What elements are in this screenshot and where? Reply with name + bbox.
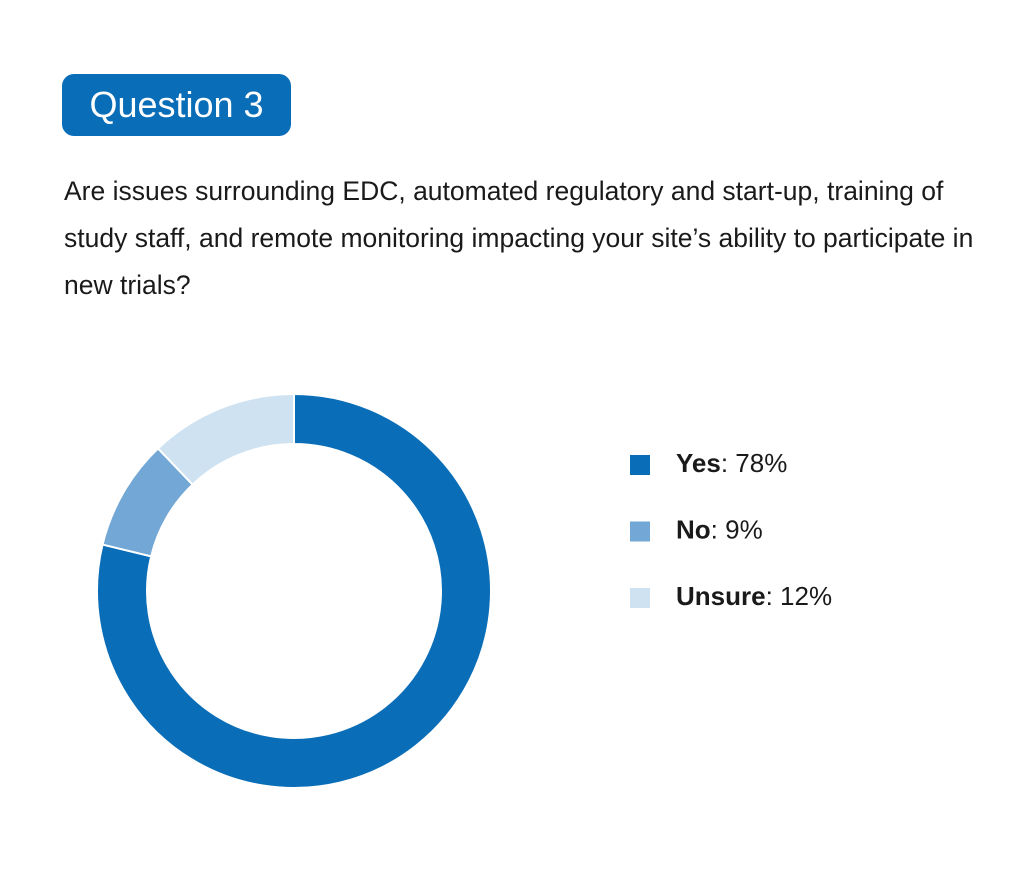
legend-entry: Unsure: 12% xyxy=(676,581,832,611)
legend-value: : 78% xyxy=(721,448,788,478)
legend-value: : 9% xyxy=(711,514,763,544)
legend-label: Unsure xyxy=(676,581,766,611)
legend-value: : 12% xyxy=(766,581,833,611)
donut-segment xyxy=(96,392,492,789)
legend-label: No xyxy=(676,514,711,544)
legend-entry: No: 9% xyxy=(676,514,763,544)
title-badge: Question 3 xyxy=(62,74,291,136)
legend-swatch xyxy=(630,588,650,608)
donut-segment xyxy=(156,392,295,487)
legend-entry: Yes: 78% xyxy=(676,448,787,478)
legend-swatch xyxy=(630,521,650,542)
legend-swatch xyxy=(630,455,650,475)
legend-label: Yes xyxy=(676,448,721,478)
question-text: Are issues surrounding EDC, automated re… xyxy=(64,176,974,300)
